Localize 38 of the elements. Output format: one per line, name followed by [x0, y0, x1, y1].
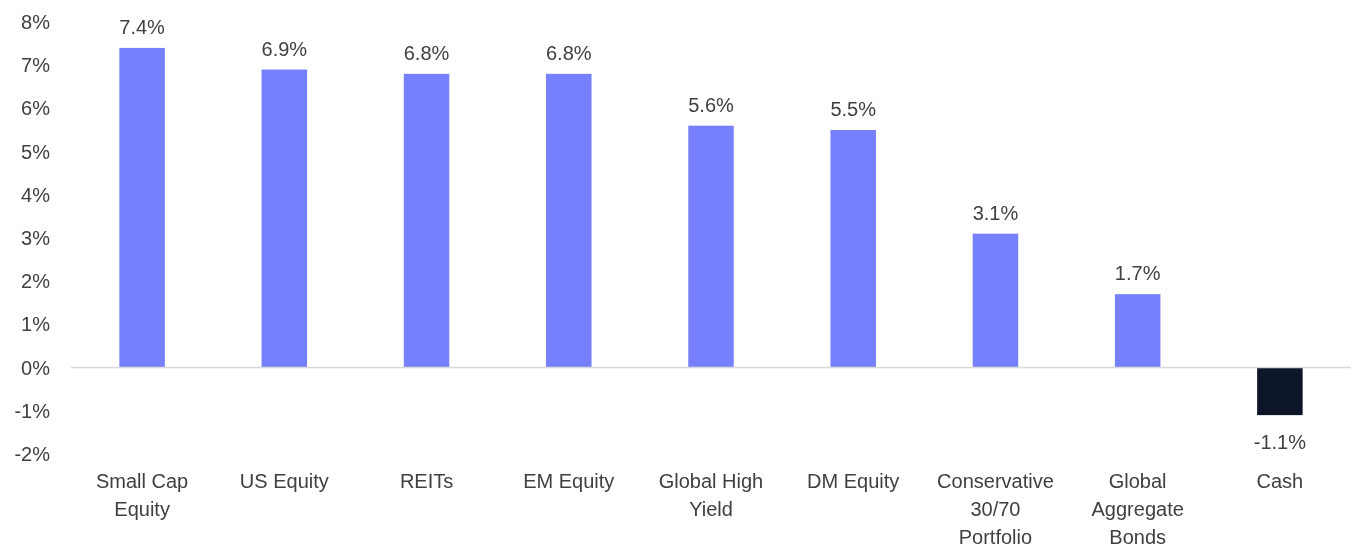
bar: [972, 233, 1019, 368]
data-label: 6.9%: [261, 37, 308, 60]
y-tick-label: -2%: [14, 443, 51, 465]
data-label: 6.8%: [545, 41, 592, 64]
data-label: 6.8%: [403, 41, 450, 64]
x-tick-label: EM Equity: [523, 470, 615, 492]
x-tick-label: Cash: [1256, 470, 1304, 492]
x-tick-label: Small Cap Equity: [95, 470, 189, 520]
y-tick-label: 2%: [21, 270, 51, 293]
x-tick-label: Global Aggregate Bonds: [1091, 470, 1184, 548]
bar: [1257, 367, 1303, 416]
bar: [119, 47, 165, 368]
y-tick-label: 6%: [21, 97, 51, 120]
bar: [261, 69, 308, 368]
y-tick-label: -1%: [14, 399, 51, 422]
x-tick-label: Conservative 30/70 Portfolio: [937, 470, 1054, 548]
y-tick-label: 5%: [21, 140, 51, 163]
data-label: 5.6%: [688, 93, 735, 116]
y-tick-label: 0%: [21, 356, 51, 379]
bar: [830, 130, 876, 368]
x-tick-label: US Equity: [239, 470, 329, 492]
data-label: -1.1%: [1253, 431, 1307, 454]
bar: [403, 73, 450, 368]
data-label: 7.4%: [119, 15, 166, 38]
bar: [1114, 294, 1161, 368]
x-tick-label: REITs: [399, 470, 454, 492]
x-tick-label: DM Equity: [807, 470, 900, 492]
y-tick-label: 4%: [21, 183, 51, 206]
y-tick-label: 3%: [21, 227, 51, 249]
bar: [546, 73, 592, 368]
data-label: 5.5%: [830, 98, 877, 120]
x-tick-label: Global High Yield: [658, 470, 764, 520]
y-tick-label: 8%: [21, 11, 51, 33]
data-label: 3.1%: [972, 201, 1019, 224]
data-label: 1.7%: [1114, 262, 1161, 285]
y-tick-label: 1%: [21, 313, 51, 336]
y-tick-label: 7%: [21, 54, 51, 77]
bar: [688, 125, 734, 368]
